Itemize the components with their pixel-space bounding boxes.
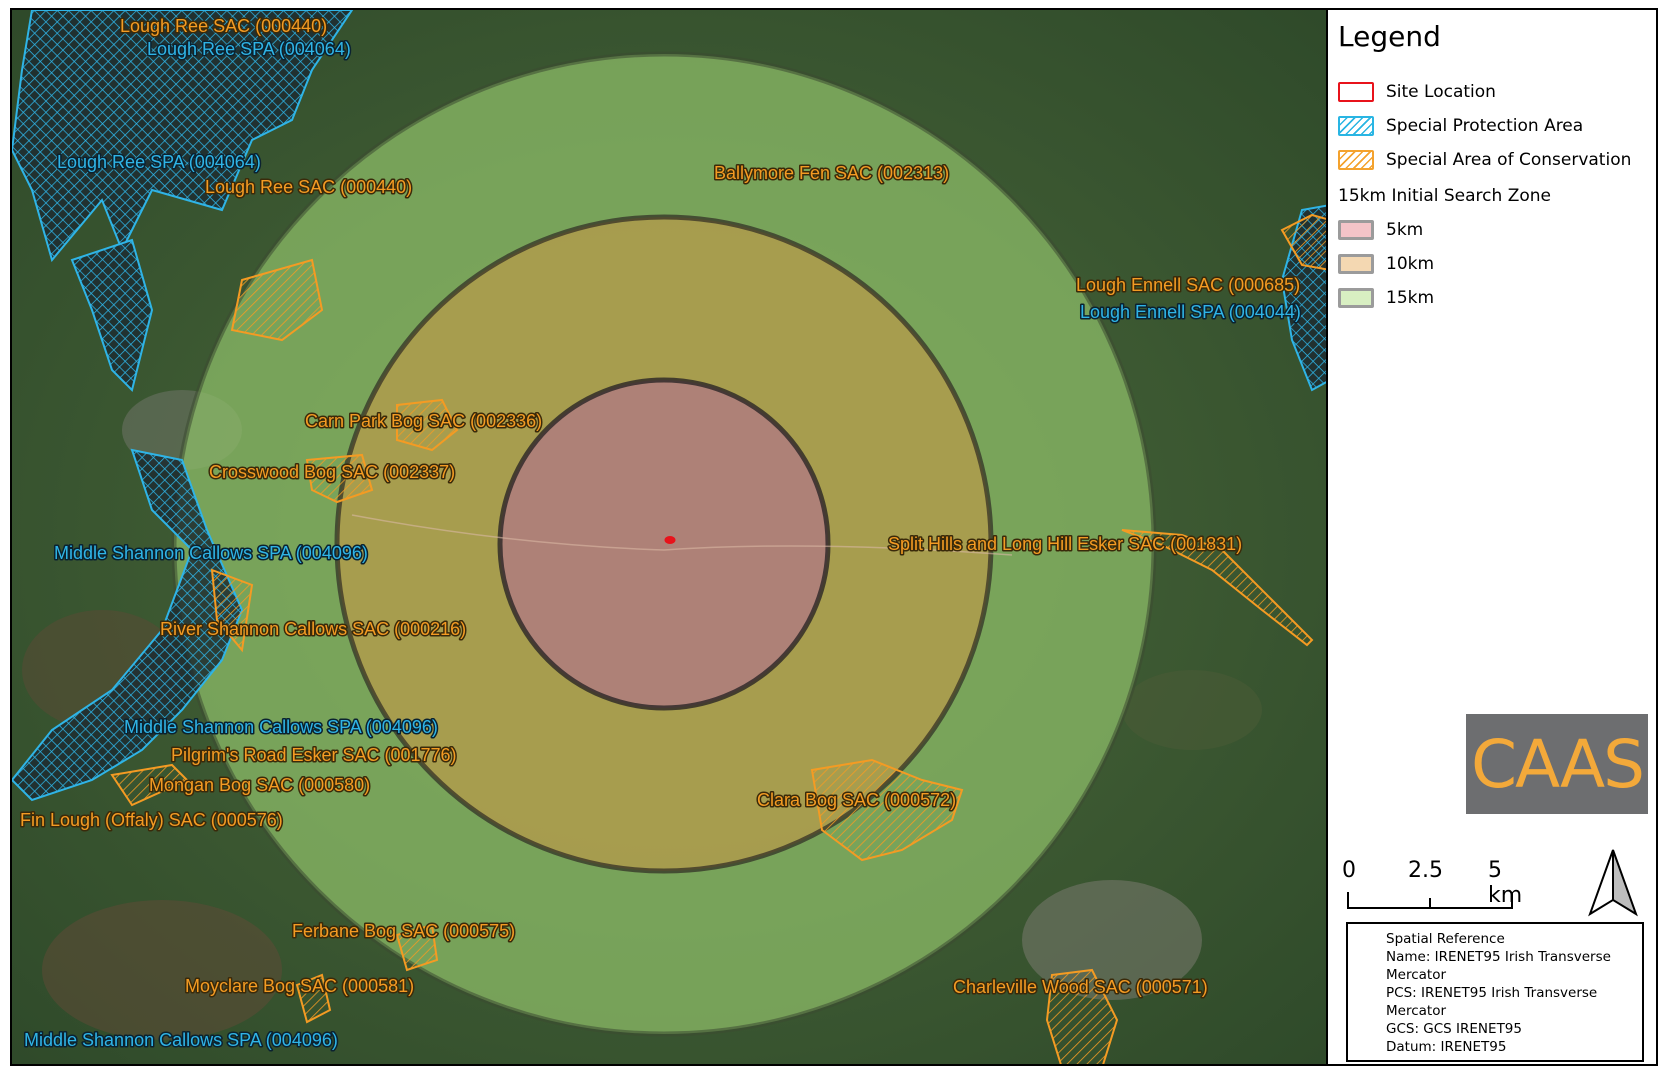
ferbane-bog-sac-polygon[interactable] [395, 923, 439, 972]
spatial-reference-datum: Datum: IRENET95 [1386, 1039, 1507, 1055]
legend-item-sac: Special Area of Conservation [1338, 147, 1631, 173]
logo-text: CAAS [1470, 725, 1645, 803]
lough-ennell-sac-polygon[interactable] [1280, 213, 1328, 271]
label-moyclare-bog-sac: Moyclare Bog SAC (000581) [185, 976, 414, 996]
middle-shannon-callows-spa-polygon[interactable] [12, 448, 244, 802]
spatial-reference-box: Spatial Reference Name: IRENET95 Irish T… [1346, 922, 1644, 1062]
carn-park-bog-sac-polygon[interactable] [396, 398, 459, 452]
buffer-5km-swatch [1338, 220, 1374, 240]
label-charleville-wood-sac: Charleville Wood SAC (000571) [953, 977, 1208, 997]
spatial-reference-gcs: GCS: GCS IRENET95 [1386, 1021, 1522, 1037]
river-shannon-callows-sac-polygon[interactable] [210, 568, 254, 653]
spatial-reference-pcs: PCS: IRENET95 Irish Transverse Mercator [1386, 985, 1598, 1019]
legend-title: Legend [1338, 20, 1441, 53]
label-crosswood-bog-sac: Crosswood Bog SAC (002337) [209, 462, 455, 482]
legend-label: Special Area of Conservation [1386, 150, 1632, 170]
scale-bar-line [1347, 892, 1513, 909]
scale-tick-label: 2.5 [1408, 858, 1443, 883]
label-lough-ennell-sac: Lough Ennell SAC (000685) [1076, 275, 1300, 295]
label-middle-shannon-callows-spa-3: Middle Shannon Callows SPA (004096) [24, 1030, 338, 1050]
split-hills-esker-sac-polygon[interactable] [1121, 529, 1314, 647]
label-mongan-bog-sac: Mongan Bog SAC (000580) [149, 775, 370, 795]
road-line [351, 514, 1013, 556]
site-location-swatch [1338, 82, 1374, 102]
label-ballymore-fen-sac: Ballymore Fen SAC (002313) [714, 163, 949, 183]
label-carn-park-bog-sac: Carn Park Bog SAC (002336) [305, 411, 542, 431]
moyclare-bog-sac-polygon[interactable] [295, 973, 332, 1024]
pilgrims-road-esker-sac-polygon[interactable] [110, 763, 189, 807]
legend-item-spa: Special Protection Area [1338, 113, 1583, 139]
spatial-reference-heading: Spatial Reference [1386, 931, 1505, 947]
legend-label: Site Location [1386, 82, 1496, 102]
spa-labels: Lough Ree SPA (004064) Lough Ree SPA (00… [23, 38, 1303, 1052]
label-clara-bog-sac: Clara Bog SAC (000572) [757, 790, 956, 810]
map-canvas[interactable]: Lough Ree SAC (000440) Lough Ree SAC (00… [12, 10, 1328, 1066]
legend-label: 5km [1386, 220, 1424, 240]
sac-swatch [1338, 150, 1374, 170]
zone-header: 15km Initial Search Zone [1338, 186, 1551, 206]
lough-ree-spa-polygon[interactable] [12, 10, 354, 263]
north-arrow-icon [1588, 849, 1638, 917]
sac-labels: Lough Ree SAC (000440) Lough Ree SAC (00… [19, 15, 1302, 999]
spa-swatch [1338, 116, 1374, 136]
legend-item-5km: 5km [1338, 217, 1423, 243]
lough-ree-spa-polygon-south[interactable] [70, 238, 154, 392]
label-ferbane-bog-sac: Ferbane Bog SAC (000575) [292, 921, 515, 941]
map-frame[interactable]: Lough Ree SAC (000440) Lough Ree SAC (00… [10, 8, 1328, 1066]
label-pilgrims-road-esker-sac: Pilgrim's Road Esker SAC (001776) [171, 745, 457, 765]
buffer-10km-swatch [1338, 254, 1374, 274]
clara-bog-sac-polygon[interactable] [810, 758, 964, 862]
label-fin-lough-sac: Fin Lough (Offaly) SAC (000576) [20, 810, 283, 830]
buffer-5km[interactable] [497, 377, 831, 711]
legend-label: Special Protection Area [1386, 116, 1584, 136]
label-split-hills-esker-sac: Split Hills and Long Hill Esker SAC (001… [888, 534, 1242, 554]
charleville-wood-sac-polygon[interactable] [1045, 968, 1119, 1066]
scale-tick-label: 0 [1342, 858, 1356, 883]
label-middle-shannon-callows-spa-1: Middle Shannon Callows SPA (004096) [54, 543, 368, 563]
scale-bar: 0 2.5 5 km [1342, 858, 1522, 918]
label-middle-shannon-callows-spa-2: Middle Shannon Callows SPA (004096) [124, 717, 438, 737]
label-lough-ree-sac: Lough Ree SAC (000440) [205, 177, 412, 197]
legend-panel: Legend Site Location Special Protection … [1328, 8, 1658, 1066]
crosswood-bog-sac-polygon[interactable] [305, 453, 374, 504]
label-lough-ree-sac-top: Lough Ree SAC (000440) [120, 16, 327, 36]
legend-item-site-location: Site Location [1338, 79, 1496, 105]
site-location-marker[interactable] [664, 536, 676, 544]
spatial-reference-name: Name: IRENET95 Irish Transverse Mercator [1386, 949, 1611, 983]
buffer-15km-swatch [1338, 288, 1374, 308]
legend-label: 15km [1386, 288, 1435, 308]
label-lough-ree-spa-top: Lough Ree SPA (004064) [147, 39, 351, 59]
legend-item-10km: 10km [1338, 251, 1434, 277]
scale-tick-label: 5 km [1488, 858, 1523, 908]
lough-ree-sac-polygon[interactable] [230, 258, 324, 342]
legend-label: 10km [1386, 254, 1435, 274]
label-river-shannon-callows-sac: River Shannon Callows SAC (000216) [160, 619, 466, 639]
legend-item-15km: 15km [1338, 285, 1434, 311]
label-lough-ree-spa: Lough Ree SPA (004064) [57, 152, 261, 172]
caas-logo: CAAS [1466, 714, 1648, 814]
label-lough-ennell-spa: Lough Ennell SPA (004044) [1080, 302, 1301, 322]
